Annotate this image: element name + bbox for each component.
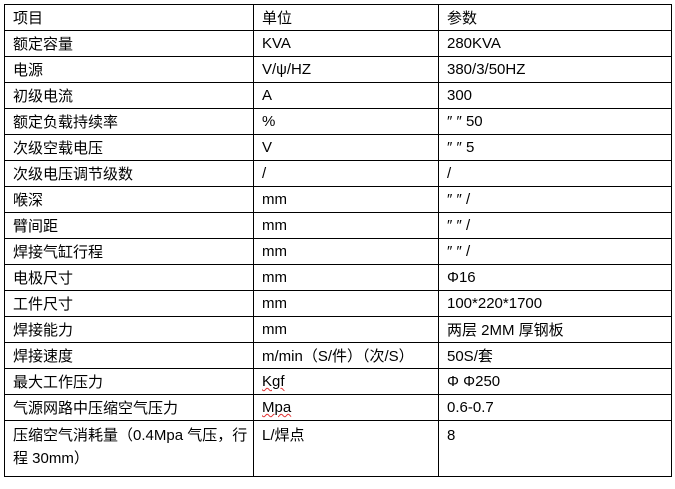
table-row: 电源 V/ψ/HZ 380/3/50HZ [4, 56, 672, 83]
value-cell: 50S/套 [438, 342, 672, 369]
value-cell: 300 [438, 82, 672, 109]
item-cell: 次级电压调节级数 [4, 160, 254, 187]
table-header-row: 项目 单位 参数 [4, 4, 672, 31]
table-row: 喉深 mm ″ ″ / [4, 186, 672, 213]
unit-cell: L/焊点 [253, 420, 439, 477]
item-cell: 额定容量 [4, 30, 254, 57]
unit-cell: mm [253, 290, 439, 317]
value-cell: ″ ″ 5 [438, 134, 672, 161]
table-row: 额定容量 KVA 280KVA [4, 30, 672, 57]
table-row: 气源网路中压缩空气压力 Mpa 0.6-0.7 [4, 394, 672, 421]
unit-cell: mm [253, 186, 439, 213]
value-cell: ″ ″ / [438, 186, 672, 213]
value-cell: 8 [438, 420, 672, 477]
item-cell: 喉深 [4, 186, 254, 213]
unit-cell: V/ψ/HZ [253, 56, 439, 83]
item-cell: 电极尺寸 [4, 264, 254, 291]
unit-cell: mm [253, 238, 439, 265]
item-cell: 次级空载电压 [4, 134, 254, 161]
unit-cell: 单位 [253, 4, 439, 31]
value-cell: ″ ″ / [438, 212, 672, 239]
table-row: 焊接速度 m/min（S/件）（次/S） 50S/套 [4, 342, 672, 369]
unit-cell: Kgf [253, 368, 439, 395]
value-cell: / [438, 160, 672, 187]
unit-cell: % [253, 108, 439, 135]
value-cell: ″ ″ 50 [438, 108, 672, 135]
unit-cell: V [253, 134, 439, 161]
unit-cell: mm [253, 316, 439, 343]
value-cell: 280KVA [438, 30, 672, 57]
table-row: 电极尺寸 mm Φ16 [4, 264, 672, 291]
unit-cell: mm [253, 264, 439, 291]
table-row: 初级电流 A 300 [4, 82, 672, 109]
item-cell: 最大工作压力 [4, 368, 254, 395]
item-cell: 工件尺寸 [4, 290, 254, 317]
value-cell: 380/3/50HZ [438, 56, 672, 83]
item-cell: 焊接气缸行程 [4, 238, 254, 265]
value-cell: 0.6-0.7 [438, 394, 672, 421]
item-cell: 额定负载持续率 [4, 108, 254, 135]
table-row: 压缩空气消耗量（0.4Mpa 气压，行程 30mm） L/焊点 8 [4, 420, 672, 477]
unit-cell: KVA [253, 30, 439, 57]
table-row: 工件尺寸 mm 100*220*1700 [4, 290, 672, 317]
item-cell: 气源网路中压缩空气压力 [4, 394, 254, 421]
value-cell: Φ Φ250 [438, 368, 672, 395]
item-cell: 焊接能力 [4, 316, 254, 343]
table-row: 最大工作压力 Kgf Φ Φ250 [4, 368, 672, 395]
table-row: 焊接能力 mm 两层 2MM 厚钢板 [4, 316, 672, 343]
value-cell: ″ ″ / [438, 238, 672, 265]
value-cell: 参数 [438, 4, 672, 31]
item-cell: 初级电流 [4, 82, 254, 109]
unit-cell: A [253, 82, 439, 109]
item-cell: 电源 [4, 56, 254, 83]
table-row: 次级空载电压 V ″ ″ 5 [4, 134, 672, 161]
table-row: 焊接气缸行程 mm ″ ″ / [4, 238, 672, 265]
table-row: 额定负载持续率% ″ ″ 50 [4, 108, 672, 135]
table-row: 臂间距 mm ″ ″ / [4, 212, 672, 239]
value-cell: 100*220*1700 [438, 290, 672, 317]
item-cell: 焊接速度 [4, 342, 254, 369]
unit-cell: / [253, 160, 439, 187]
unit-cell: m/min（S/件）（次/S） [253, 342, 439, 369]
item-cell: 项目 [4, 4, 254, 31]
item-cell: 压缩空气消耗量（0.4Mpa 气压，行程 30mm） [4, 420, 254, 477]
spellcheck-text: Kgf [262, 373, 285, 390]
item-cell: 臂间距 [4, 212, 254, 239]
value-cell: 两层 2MM 厚钢板 [438, 316, 672, 343]
unit-cell: mm [253, 212, 439, 239]
spellcheck-text: Mpa [262, 399, 292, 416]
value-cell: Φ16 [438, 264, 672, 291]
spec-table: 项目 单位 参数 额定容量 KVA 280KVA 电源 V/ψ/HZ 380/3/50HZ 初级电… [4, 4, 672, 477]
unit-cell: Mpa [253, 394, 439, 421]
table-row: 次级电压调节级数 / / [4, 160, 672, 187]
